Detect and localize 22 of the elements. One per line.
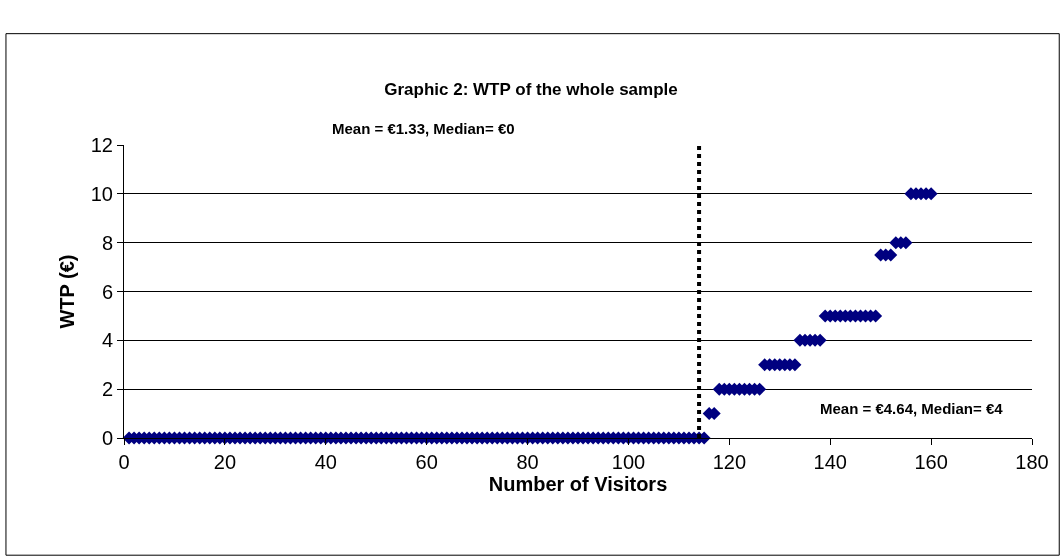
x-tick-label: 140 <box>813 451 847 473</box>
x-tick-label: 40 <box>314 451 337 473</box>
x-tick-label: 160 <box>914 451 948 473</box>
y-tick-label: 2 <box>101 378 113 401</box>
y-tick-label: 10 <box>90 182 113 205</box>
y-tick-label: 6 <box>101 280 113 303</box>
y-axis-title: WTP (€) <box>56 254 79 329</box>
x-tick-label: 20 <box>213 451 237 473</box>
text: Mean = €1.33, Median= €0 <box>332 120 515 137</box>
y-tick-label: 8 <box>101 231 113 254</box>
y-tick-label: 4 <box>101 329 113 352</box>
x-tick-label: 80 <box>516 451 539 473</box>
x-axis-title: Number of Visitors <box>488 473 668 495</box>
chart-title: Graphic 2: WTP of the whole sample <box>384 80 678 100</box>
x-tick-label: 100 <box>611 451 646 473</box>
x-tick-label: 120 <box>712 451 747 473</box>
y-tick-label: 12 <box>90 134 113 156</box>
y-tick-label: 0 <box>101 427 113 449</box>
x-tick-label: 0 <box>118 451 130 473</box>
x-tick-label: 60 <box>415 451 438 473</box>
x-tick-label: 180 <box>1015 451 1049 473</box>
annotation: Mean = €4.64, Median= €4 <box>820 400 1004 417</box>
